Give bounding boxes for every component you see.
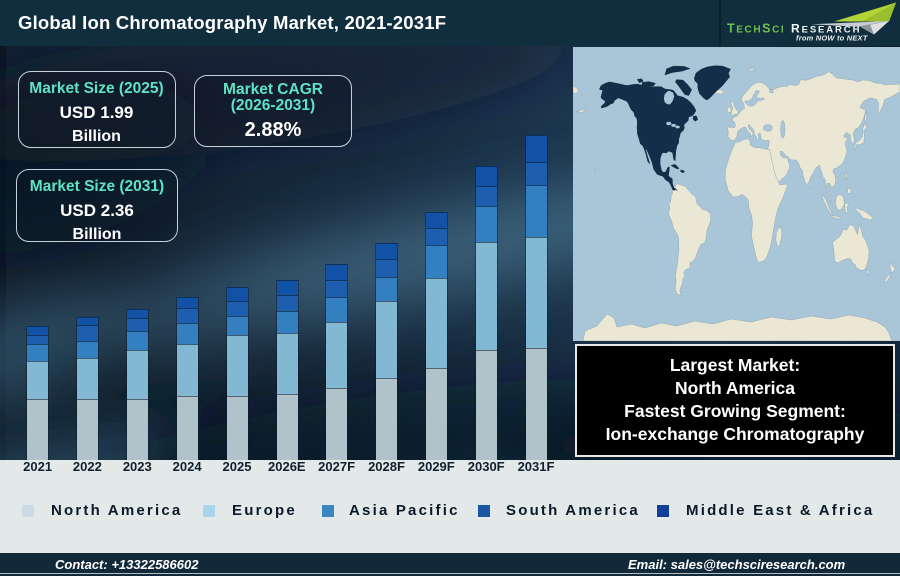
svg-text:from NOW to NEXT: from NOW to NEXT <box>796 34 869 43</box>
svg-text:RESEARCH: RESEARCH <box>791 22 861 36</box>
svg-text:TECHSCI: TECHSCI <box>727 22 785 36</box>
